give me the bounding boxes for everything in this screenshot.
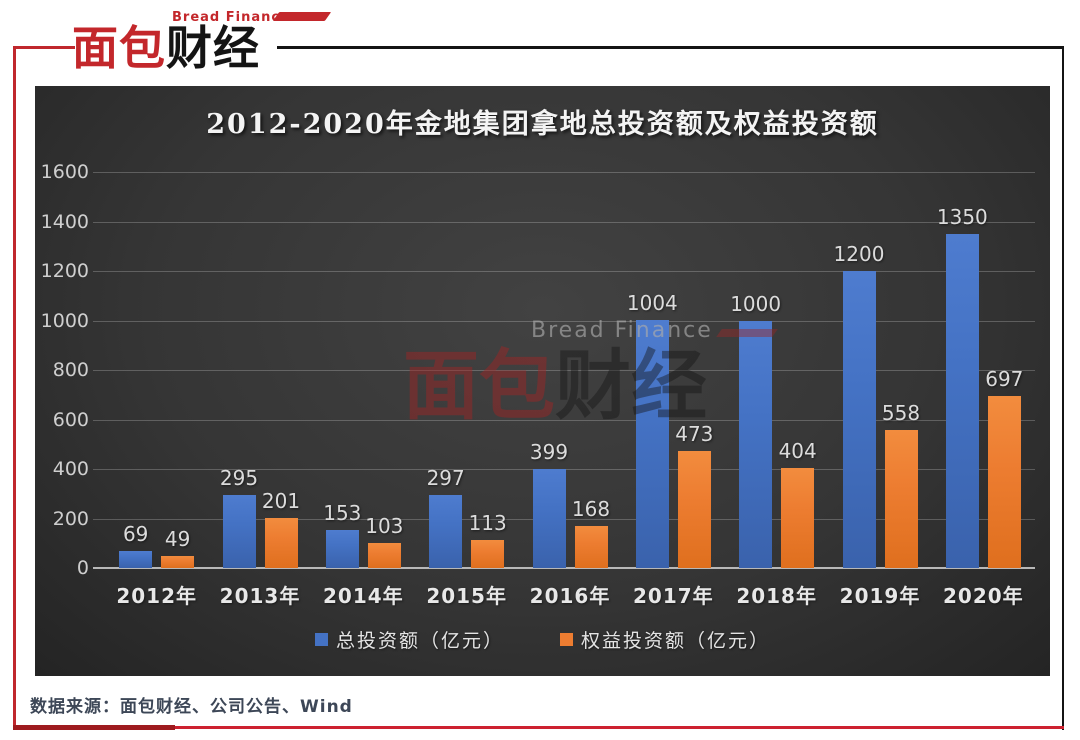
data-label-2020年-series-0: 1350 (936, 204, 988, 229)
y-axis-tick-label: 1000 (40, 309, 89, 332)
y-axis-tick-label: 400 (52, 458, 89, 480)
x-axis-label-2014年: 2014年 (322, 584, 404, 608)
bar-2019年-series-0 (842, 271, 876, 568)
y-axis-tick-label: 600 (52, 408, 89, 431)
plot-area: 0 200 400 600 800 1000 1200 1400 1600 69 49 2012年 29… (41, 161, 1035, 608)
logo-cn-black: 财经 (166, 21, 260, 75)
frame-top-red-line (13, 46, 75, 49)
data-label-2020年-series-1: 697 (985, 366, 1024, 391)
logo-swoosh-icon (272, 12, 332, 21)
x-axis-label-2016年: 2016年 (529, 584, 611, 608)
bar-2014年-series-1 (367, 542, 401, 568)
data-label-2012年-series-0: 69 (122, 521, 149, 546)
x-axis-label-2012年: 2012年 (116, 584, 197, 608)
gridline-1400 (93, 221, 1035, 223)
logo-chinese-text: 面包财经 (72, 22, 260, 74)
data-label-2015年-series-0: 297 (426, 465, 465, 490)
gridline-0 (93, 567, 1035, 569)
data-label-2016年-series-1: 168 (571, 497, 611, 522)
gridline-600 (93, 419, 1035, 421)
data-label-2018年-series-1: 404 (778, 439, 817, 464)
x-axis-label-2013年: 2013年 (219, 584, 301, 608)
y-axis-tick-label: 1600 (40, 161, 89, 183)
x-axis-label-2017年: 2017年 (632, 584, 714, 608)
legend-item-equity-investment: 权益投资额（亿元） (560, 626, 770, 653)
chart-panel: 2012-2020年金地集团拿地总投资额及权益投资额 0 200 400 600 800… (35, 86, 1050, 676)
frame-bottom-line (13, 726, 1064, 729)
x-axis-label-2015年: 2015年 (426, 584, 507, 608)
bar-2012年-series-0 (119, 550, 153, 568)
bar-2018年-series-1 (781, 468, 815, 568)
bar-2019年-series-1 (884, 429, 918, 568)
data-label-2012年-series-1: 49 (164, 526, 191, 551)
bar-2016年-series-1 (574, 526, 608, 568)
data-label-2018年-series-0: 1000 (730, 291, 782, 316)
bar-2013年-series-1 (264, 518, 298, 568)
bread-finance-logo: Bread Finance 面包财经 (68, 2, 332, 82)
data-label-2019年-series-0: 1200 (833, 242, 885, 266)
y-axis-tick-label: 1400 (40, 210, 89, 233)
bar-2020年-series-0 (945, 233, 979, 568)
gridline-1600 (93, 172, 1035, 173)
logo-english-text: Bread Finance (172, 10, 290, 25)
chart-legend: 总投资额（亿元） 权益投资额（亿元） (35, 626, 1050, 653)
data-label-2013年-series-1: 201 (261, 489, 301, 514)
bar-2017年-series-0 (635, 319, 669, 568)
bar-2014年-series-0 (325, 530, 359, 568)
x-axis-label-2020年: 2020年 (942, 584, 1024, 608)
legend-label-total: 总投资额（亿元） (335, 630, 504, 652)
data-label-2016年-series-0: 399 (529, 440, 569, 465)
data-label-2017年-series-0: 1004 (626, 290, 678, 315)
gridline-1000 (93, 320, 1035, 322)
legend-swatch-blue-icon (314, 633, 328, 646)
frame-top-black-line (277, 46, 1064, 49)
bar-2020年-series-1 (987, 395, 1021, 568)
logo-cn-red: 面包 (72, 21, 166, 75)
data-label-2014年-series-0: 153 (323, 501, 362, 526)
frame-left-line (13, 46, 16, 730)
gridline-1200 (93, 271, 1035, 272)
bar-2015年-series-1 (471, 540, 505, 568)
data-label-2019年-series-1: 558 (881, 400, 921, 425)
data-label-2013年-series-0: 295 (219, 466, 259, 490)
y-axis-tick-label: 0 (76, 557, 89, 579)
legend-item-total-investment: 总投资额（亿元） (314, 626, 504, 653)
bar-2018年-series-0 (739, 320, 773, 568)
bar-2012年-series-1 (161, 555, 195, 568)
data-label-2017年-series-1: 473 (675, 421, 714, 446)
gridline-800 (93, 370, 1035, 371)
chart-title: 2012-2020年金地集团拿地总投资额及权益投资额 (206, 109, 879, 140)
y-axis-tick-label: 800 (52, 359, 89, 381)
bar-2017年-series-1 (677, 450, 711, 568)
legend-label-equity: 权益投资额（亿元） (581, 630, 771, 652)
data-label-2015年-series-1: 113 (468, 511, 507, 536)
bar-2013年-series-0 (222, 495, 256, 568)
bar-2016年-series-0 (532, 469, 566, 568)
data-source-note: 数据来源：面包财经、公司公告、Wind (30, 697, 353, 717)
data-label-2014年-series-1: 103 (365, 513, 404, 538)
y-axis-tick-label: 1200 (40, 260, 89, 282)
frame-right-line (1062, 46, 1064, 730)
x-axis-label-2019年: 2019年 (839, 584, 921, 608)
x-axis-label-2018年: 2018年 (736, 584, 817, 608)
legend-swatch-orange-icon (560, 633, 573, 646)
bar-2015年-series-0 (429, 494, 463, 568)
frame-bottom-accent-line (13, 725, 175, 730)
y-axis-tick-label: 200 (52, 507, 89, 530)
